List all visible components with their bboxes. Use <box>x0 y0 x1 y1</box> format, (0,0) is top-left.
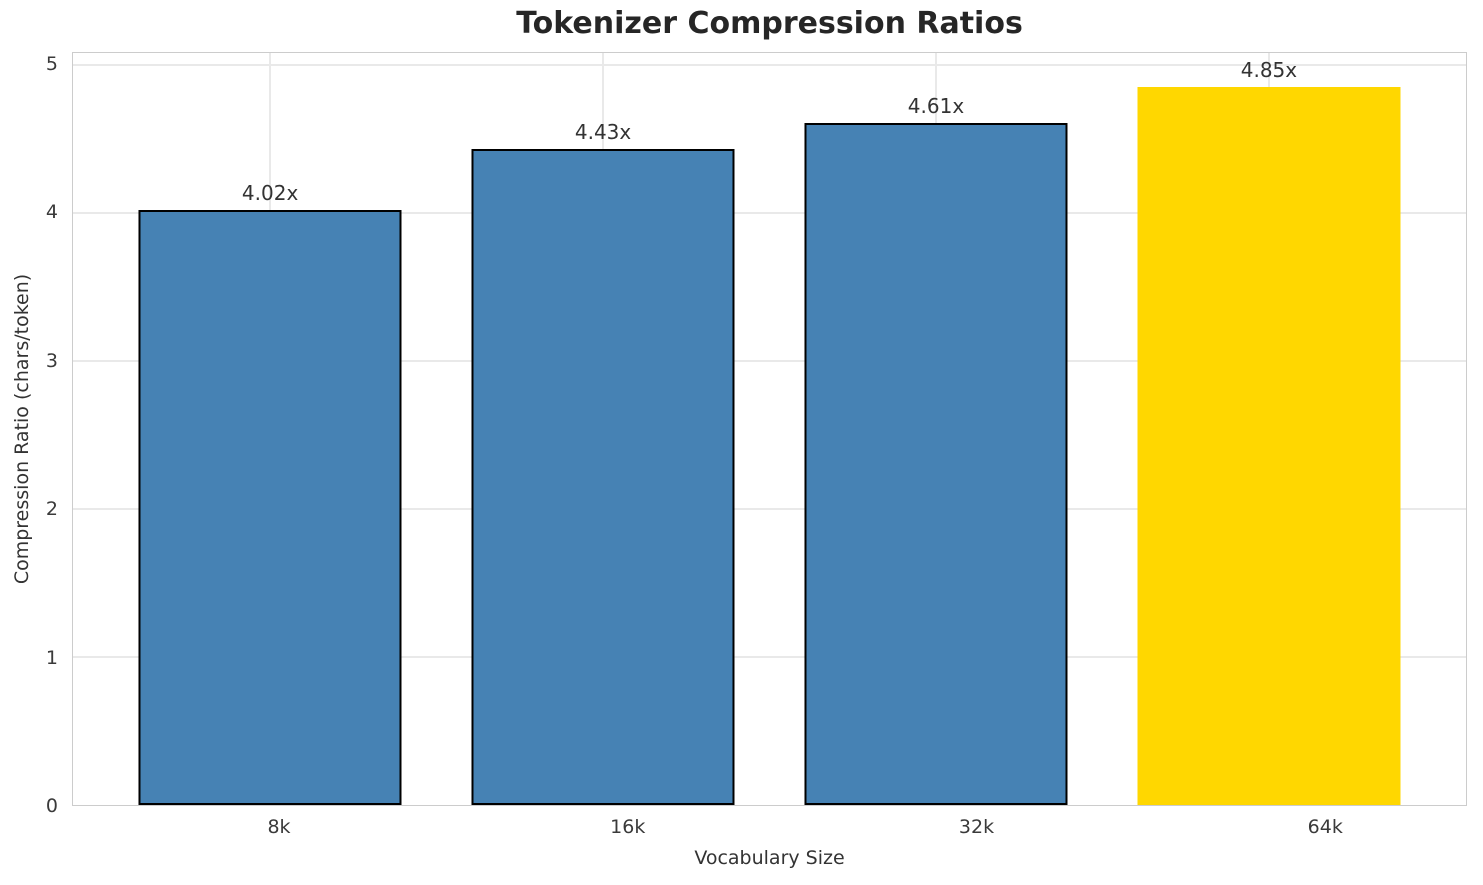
y-tick-label: 3 <box>45 350 58 372</box>
x-tick-label: 32k <box>958 816 995 838</box>
gridline-horizontal <box>73 656 1466 658</box>
bar-value-label: 4.61x <box>907 93 965 118</box>
y-tick-label: 2 <box>45 498 58 520</box>
bars-container: 4.02x 4.43x 4.61x 4.85x <box>73 53 1466 805</box>
x-axis-label: Vocabulary Size <box>694 847 845 869</box>
grid-layer <box>73 53 1466 805</box>
bar <box>138 209 402 805</box>
y-tick-label: 0 <box>45 795 58 817</box>
bar-slot: 4.43x <box>437 53 770 805</box>
gridline-horizontal <box>73 360 1466 362</box>
chart-title: Tokenizer Compression Ratios <box>516 6 1023 41</box>
y-tick-label: 5 <box>45 53 58 75</box>
y-tick-label: 1 <box>45 647 58 669</box>
gridline-horizontal <box>73 212 1466 214</box>
bar <box>804 122 1068 805</box>
bar-slot: 4.85x <box>1102 53 1435 805</box>
y-axis-label: Compression Ratio (chars/token) <box>11 273 33 585</box>
x-tick-label: 16k <box>610 816 646 838</box>
bar-value-label: 4.43x <box>574 120 632 145</box>
bar-slot: 4.02x <box>104 53 437 805</box>
bar-value-label: 4.02x <box>241 180 299 205</box>
gridline-horizontal <box>73 508 1466 510</box>
bar-slot: 4.61x <box>770 53 1103 805</box>
x-tick-label: 64k <box>1307 816 1343 838</box>
x-tick-label: 8k <box>267 816 291 838</box>
bar <box>471 149 735 805</box>
x-tick-labels: 8k 16k 32k 64k <box>72 816 1483 838</box>
plot-area: 4.02x 4.43x 4.61x 4.85x <box>72 52 1467 806</box>
bar <box>1137 87 1401 805</box>
y-tick-label: 4 <box>45 201 58 223</box>
gridline-horizontal <box>73 64 1466 66</box>
bar-value-label: 4.85x <box>1240 58 1298 83</box>
